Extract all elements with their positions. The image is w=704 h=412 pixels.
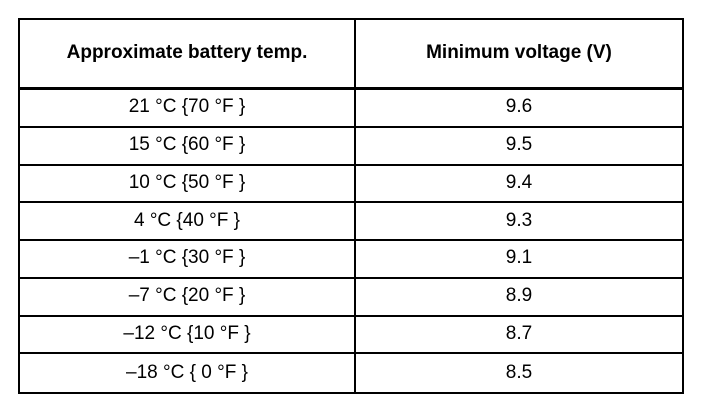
temp-cell: 10 °C {50 °F }	[20, 165, 356, 204]
header-minimum-voltage: Minimum voltage (V)	[356, 20, 682, 90]
temp-cell: –18 °C { 0 °F }	[20, 354, 356, 392]
voltage-cell: 9.6	[356, 90, 682, 128]
voltage-cell: 9.3	[356, 203, 682, 241]
temp-cell: –12 °C {10 °F }	[20, 316, 356, 355]
temp-cell: 21 °C {70 °F }	[20, 90, 356, 128]
temp-cell: –7 °C {20 °F }	[20, 278, 356, 317]
battery-voltage-table: Approximate battery temp. Minimum voltag…	[18, 18, 684, 394]
voltage-cell: 8.5	[505, 361, 533, 383]
voltage-cell: 9.4	[356, 166, 682, 204]
header-battery-temp: Approximate battery temp.	[20, 20, 356, 90]
temp-cell: 4 °C {40 °F }	[20, 203, 356, 241]
voltage-cell: 9.5	[356, 128, 682, 166]
temp-cell: –1 °C {30 °F }	[20, 241, 356, 279]
voltage-cell: 8.9	[356, 279, 682, 317]
voltage-cell: 8.7	[356, 317, 682, 355]
temp-cell: 15 °C {60 °F }	[20, 127, 356, 166]
voltage-cell: 9.1	[356, 241, 682, 279]
